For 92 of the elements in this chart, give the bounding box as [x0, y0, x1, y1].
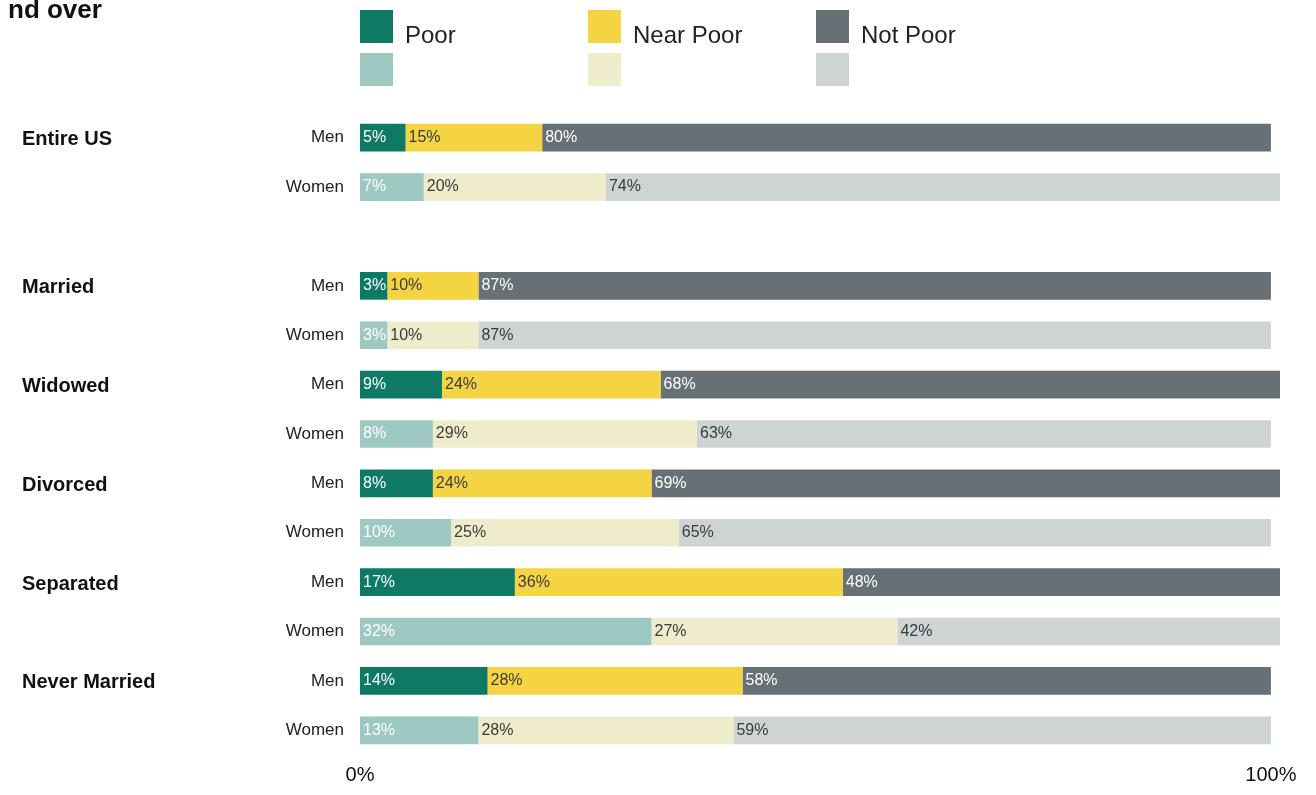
- text: Separated: [22, 571, 119, 594]
- bar: [678, 518, 1271, 547]
- y-tick-label: Women: [285, 176, 344, 196]
- data-label: 68%: [663, 375, 696, 393]
- data-label: 3%: [363, 325, 387, 343]
- text: Entire US: [22, 127, 113, 150]
- data-label: 69%: [654, 473, 687, 491]
- y-tick-label: Women: [285, 720, 344, 739]
- bar: [605, 173, 1280, 201]
- y-tick-label: Men: [310, 473, 344, 493]
- data-label: 87%: [481, 325, 514, 343]
- text: Never Married: [22, 670, 156, 693]
- y-tick-label: Men: [310, 275, 344, 295]
- data-label: 13%: [363, 720, 396, 738]
- bar: [651, 469, 1280, 498]
- legend-label: Near Poor: [633, 20, 743, 50]
- bar: [478, 272, 1271, 300]
- y-tick-label: Men: [310, 670, 344, 690]
- bar: [651, 617, 898, 646]
- x-tick-label: 0%: [345, 762, 375, 785]
- data-label: 20%: [426, 177, 459, 195]
- bar: [487, 667, 743, 695]
- bar: [360, 716, 479, 745]
- bar: [387, 272, 479, 300]
- bar: [733, 716, 1271, 745]
- legend-label: Poor: [405, 20, 456, 50]
- y-tick-label: Women: [285, 621, 344, 641]
- text: Married: [22, 275, 95, 298]
- data-label: 15%: [408, 128, 441, 146]
- data-label: 65%: [681, 523, 714, 541]
- data-label: 87%: [481, 276, 514, 294]
- data-label: 8%: [363, 424, 387, 442]
- y-tick-label: Women: [285, 423, 344, 443]
- legend-label: Not Poor: [861, 20, 956, 50]
- data-label: 8%: [363, 473, 387, 491]
- data-label: 10%: [390, 325, 423, 343]
- data-label: 14%: [363, 671, 396, 689]
- bar: [387, 321, 479, 350]
- data-label: 9%: [363, 375, 387, 393]
- data-label: 32%: [363, 621, 396, 639]
- data-label: 80%: [545, 128, 578, 146]
- data-label: 3%: [363, 276, 387, 294]
- data-label: 27%: [654, 621, 687, 639]
- bar: [478, 716, 734, 745]
- y-tick-label: Women: [285, 522, 344, 542]
- bar: [542, 123, 1271, 152]
- data-label: 10%: [390, 276, 423, 294]
- bar: [697, 420, 1271, 448]
- bar: [451, 518, 679, 547]
- bar: [423, 173, 606, 201]
- data-label: 28%: [481, 720, 514, 738]
- data-label: 42%: [900, 621, 933, 639]
- data-label: 58%: [745, 671, 778, 689]
- bar: [897, 617, 1280, 646]
- bar: [742, 667, 1271, 695]
- bar: [360, 173, 424, 201]
- bar: [360, 370, 442, 399]
- text: Divorced: [22, 472, 108, 495]
- data-label: 59%: [736, 720, 769, 738]
- bar: [432, 469, 652, 498]
- bar: [432, 420, 698, 448]
- bar: [514, 568, 843, 596]
- data-label: 29%: [435, 424, 468, 442]
- bar: [360, 568, 515, 596]
- data-label: 25%: [454, 523, 487, 541]
- data-label: 7%: [363, 177, 387, 195]
- bar: [360, 617, 652, 646]
- data-label: 24%: [435, 473, 468, 491]
- y-tick-label: Men: [310, 571, 344, 591]
- data-label: 36%: [517, 572, 550, 590]
- data-label: 24%: [444, 375, 478, 393]
- bar: [441, 370, 661, 399]
- data-label: 48%: [845, 572, 878, 590]
- x-tick-label: 100%: [1245, 762, 1297, 785]
- data-label: 10%: [363, 523, 396, 541]
- y-tick-label: Men: [310, 127, 344, 147]
- bar: [660, 370, 1280, 399]
- text: Widowed: [22, 374, 110, 397]
- data-label: 28%: [490, 671, 523, 689]
- data-label: 63%: [700, 424, 733, 442]
- bar: [842, 568, 1280, 596]
- data-label: 74%: [608, 177, 641, 195]
- bar: [405, 123, 543, 152]
- data-label: 5%: [363, 128, 387, 146]
- text: nd over: [8, 0, 102, 25]
- bar: [360, 667, 488, 695]
- bar: [360, 420, 433, 448]
- y-tick-label: Women: [285, 324, 344, 344]
- bar: [360, 518, 452, 547]
- y-tick-label: Men: [310, 374, 344, 394]
- bar: [478, 321, 1271, 350]
- data-label: 17%: [363, 572, 396, 590]
